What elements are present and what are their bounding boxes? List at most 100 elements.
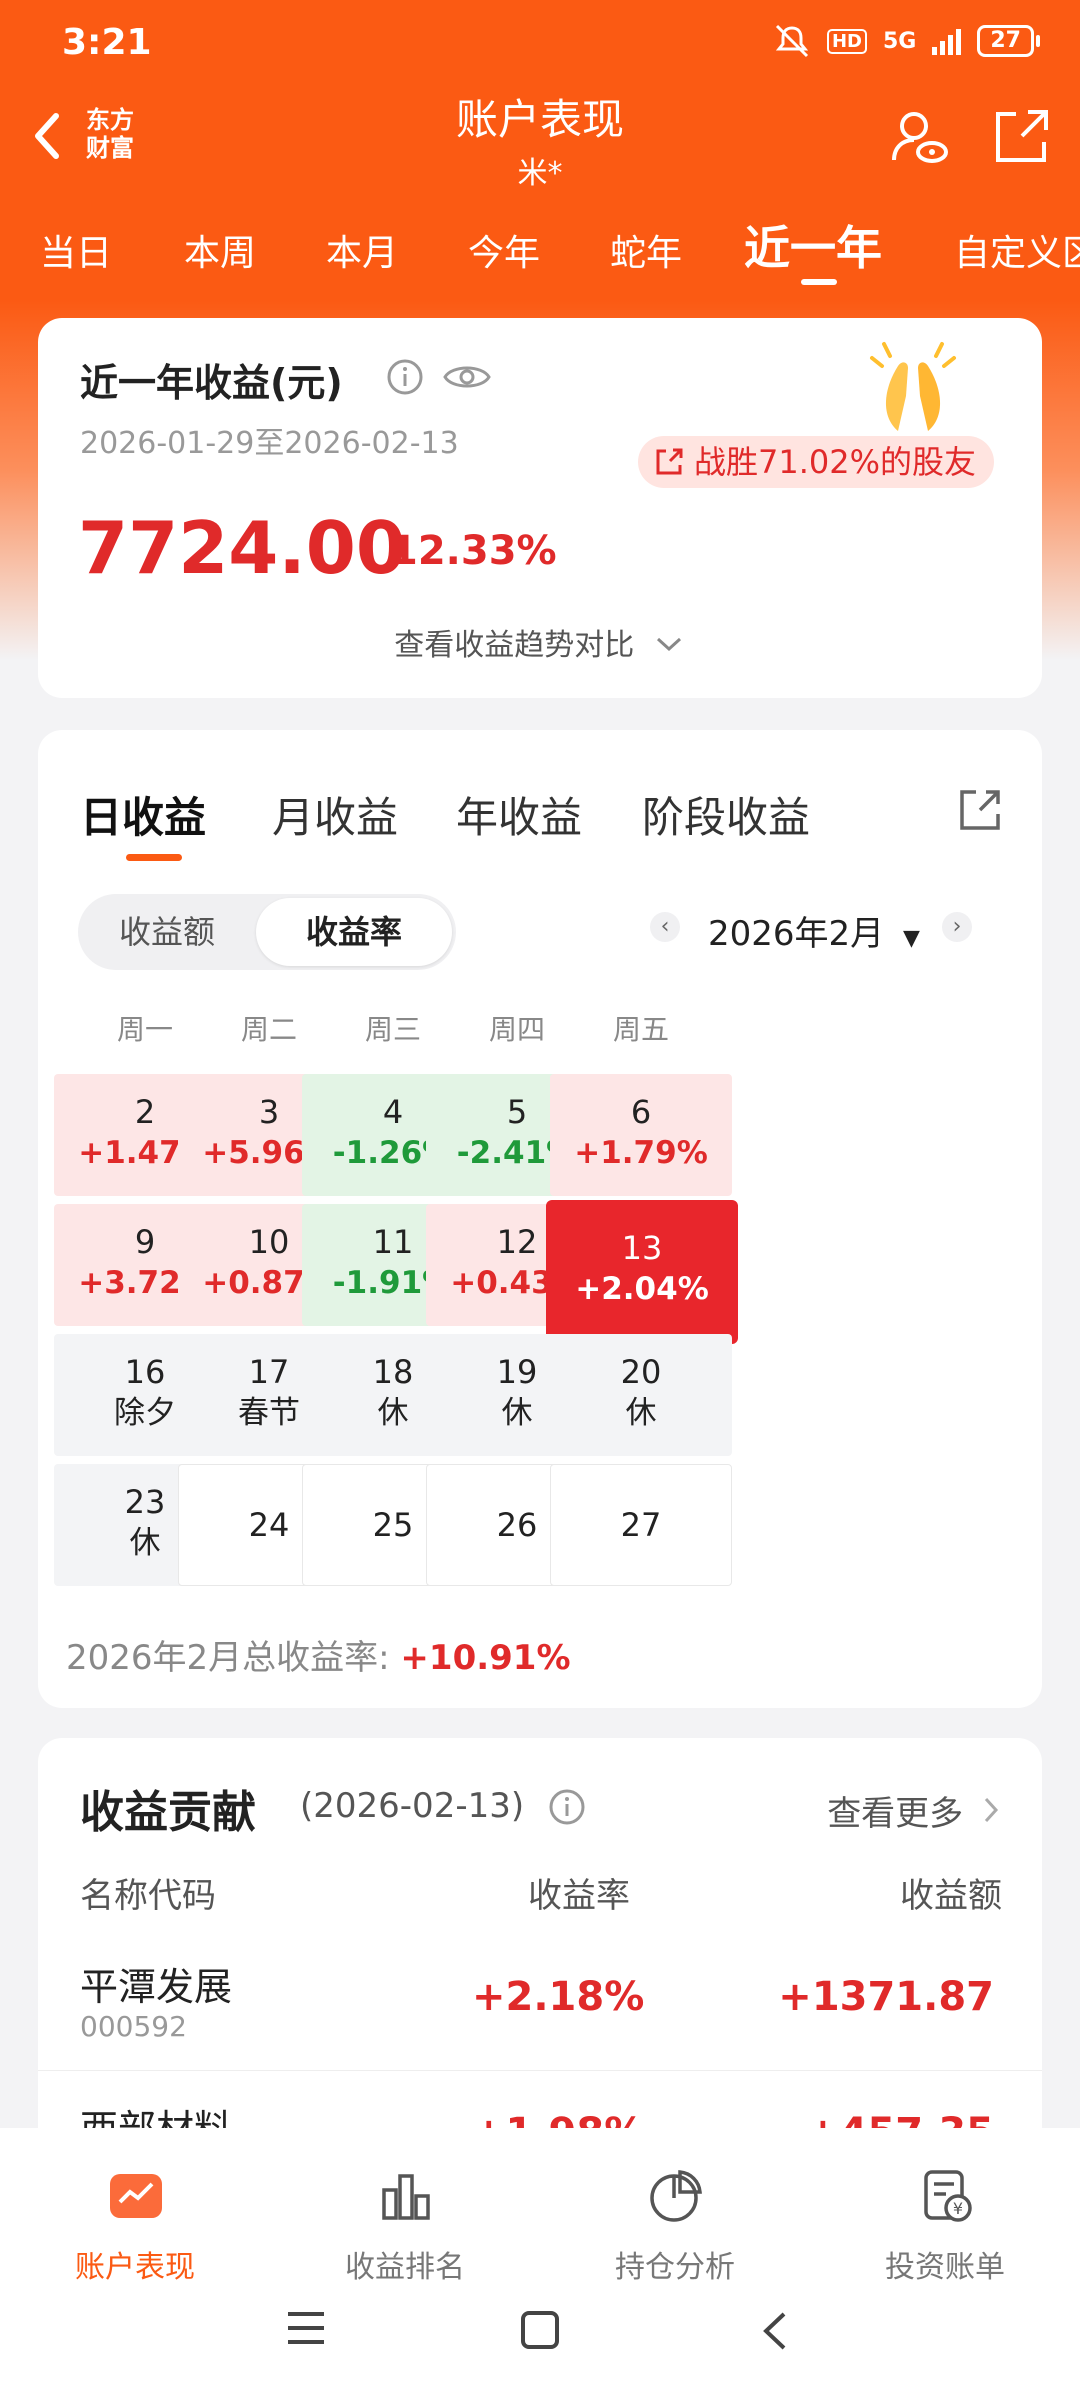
summary-date-range: 2026-01-29至2026-02-13: [80, 426, 459, 461]
nav-label: 账户表现: [75, 2250, 195, 2285]
view-more-link[interactable]: 查看更多: [827, 1786, 1002, 1835]
eye-icon[interactable]: [442, 358, 492, 396]
applause-icon: [870, 342, 956, 431]
svg-text:¥: ¥: [953, 2199, 963, 2218]
back-button[interactable]: [30, 108, 70, 168]
trend-link-label: 查看收益趋势对比: [394, 628, 635, 663]
profit-tab-indicator: [126, 854, 182, 861]
tab-yearly-profit[interactable]: 年收益: [456, 793, 583, 842]
calendar-day-cell[interactable]: 6 +1.79%: [550, 1074, 732, 1196]
day-number: 9: [134, 1223, 156, 1261]
day-number: 12: [496, 1223, 538, 1261]
contribution-date: (2026-02-13): [300, 1786, 525, 1826]
tab-stage-profit[interactable]: 阶段收益: [642, 793, 811, 842]
trend-compare-link[interactable]: 查看收益趋势对比: [38, 620, 1042, 664]
row-divider: [38, 2070, 1042, 2071]
next-month-button[interactable]: ›: [942, 912, 972, 942]
weekday-header: 周五: [612, 1013, 669, 1046]
day-number: 6: [630, 1093, 652, 1131]
caret-down-icon: ▼: [902, 926, 920, 951]
tab-month[interactable]: 本月: [326, 233, 399, 274]
day-number: 24: [248, 1506, 290, 1544]
day-value: 休: [377, 1395, 409, 1431]
status-bar: 3:21 HD 5G 27: [0, 0, 1080, 90]
beat-friends-badge[interactable]: 战胜71.02%的股友: [638, 436, 995, 488]
tab-daily-profit[interactable]: 日收益: [80, 793, 207, 842]
signal-icon: [932, 27, 962, 55]
tab-week[interactable]: 本周: [184, 233, 257, 274]
mute-icon: [775, 24, 809, 58]
pie-chart-icon: [650, 2170, 702, 2222]
chevron-right-icon: [984, 1797, 999, 1823]
day-value: 春节: [238, 1395, 300, 1431]
header-amount: 收益额: [900, 1876, 1002, 1916]
toggle-rate[interactable]: 收益率: [256, 898, 452, 966]
month-selector[interactable]: 2026年2月 ▼: [708, 906, 920, 955]
menu-icon[interactable]: [286, 2310, 326, 2346]
period-tabs: 当日 本周 本月 今年 蛇年 近一年 自定义区间: [0, 212, 1080, 282]
amount-rate-toggle: 收益额 收益率: [78, 894, 456, 970]
user-view-icon[interactable]: [886, 104, 952, 170]
chevron-down-icon: [656, 637, 681, 652]
day-value: 除夕: [114, 1395, 176, 1431]
day-number: 11: [372, 1223, 414, 1261]
header-name-code: 名称代码: [80, 1876, 216, 1916]
day-value: 休: [625, 1395, 657, 1431]
back-nav-icon[interactable]: [760, 2310, 790, 2352]
network-type: 5G: [883, 28, 917, 54]
weekday-header: 周四: [488, 1013, 545, 1046]
weekday-header: 周一: [116, 1013, 173, 1046]
tab-last-year[interactable]: 近一年: [744, 221, 882, 275]
tab-monthly-profit[interactable]: 月收益: [272, 793, 399, 842]
day-number: 23: [124, 1483, 166, 1521]
stock-code: 000592: [80, 2010, 187, 2043]
calendar-card: 日收益 月收益 年收益 阶段收益 收益额 收益率 ‹ 2026年2月 ▼ › 周…: [38, 730, 1042, 1708]
tab-snake-year[interactable]: 蛇年: [610, 233, 683, 274]
day-number: 27: [620, 1506, 662, 1544]
day-number: 4: [382, 1093, 404, 1131]
logo-line-2: 财富: [86, 134, 134, 162]
tab-custom[interactable]: 自定义区间: [954, 233, 1080, 274]
calendar-day-cell[interactable]: 20 休: [550, 1334, 732, 1456]
prev-month-button[interactable]: ‹: [650, 912, 680, 942]
day-number: 26: [496, 1506, 538, 1544]
info-icon[interactable]: [386, 358, 424, 396]
day-number: 10: [248, 1223, 290, 1261]
summary-card: 近一年收益(元) 2026-01-29至2026-02-13 战胜71.02%的…: [38, 318, 1042, 698]
day-number: 3: [258, 1093, 280, 1131]
header-rate: 收益率: [528, 1876, 630, 1916]
share-icon[interactable]: [988, 104, 1054, 170]
toggle-amount[interactable]: 收益额: [118, 913, 215, 951]
nav-label: 投资账单: [885, 2250, 1005, 2285]
calendar-day-cell[interactable]: 13 +2.04%: [546, 1200, 738, 1344]
nav-label: 收益排名: [345, 2250, 465, 2285]
info-icon[interactable]: [548, 1788, 586, 1826]
status-time: 3:21: [62, 22, 152, 63]
contribution-title: 收益贡献: [80, 1787, 256, 1838]
status-icons: HD 5G 27: [773, 24, 1040, 58]
month-total-label: 2026年2月总收益率:: [66, 1638, 401, 1678]
chart-card-icon: [110, 2174, 162, 2218]
day-number: 16: [124, 1353, 166, 1391]
calendar-day-cell[interactable]: 27: [550, 1464, 732, 1586]
month-label: 2026年2月: [708, 914, 885, 954]
export-icon[interactable]: [956, 786, 1004, 834]
page-title: 账户表现: [455, 95, 624, 144]
tab-year[interactable]: 今年: [468, 233, 541, 274]
month-total: 2026年2月总收益率: +10.91%: [66, 1630, 571, 1679]
total-rate: 12.33%: [390, 528, 557, 574]
weekday-header: 周二: [240, 1013, 297, 1046]
bottom-nav: 账户表现 收益排名 持仓分析 ¥ 投资账单: [0, 2128, 1080, 2400]
tab-today[interactable]: 当日: [40, 233, 113, 274]
share-small-icon: [656, 448, 683, 475]
day-value: 休: [129, 1525, 161, 1561]
bar-chart-icon: [382, 2174, 430, 2220]
stock-amount: +1371.87: [778, 1974, 994, 2020]
stock-name: 平潭发展: [80, 1965, 233, 2009]
bill-icon: ¥: [924, 2170, 972, 2222]
day-number: 25: [372, 1506, 414, 1544]
home-icon[interactable]: [520, 2310, 560, 2350]
day-value: 休: [501, 1395, 533, 1431]
total-profit: 7724.00: [78, 506, 406, 590]
day-number: 18: [372, 1353, 414, 1391]
